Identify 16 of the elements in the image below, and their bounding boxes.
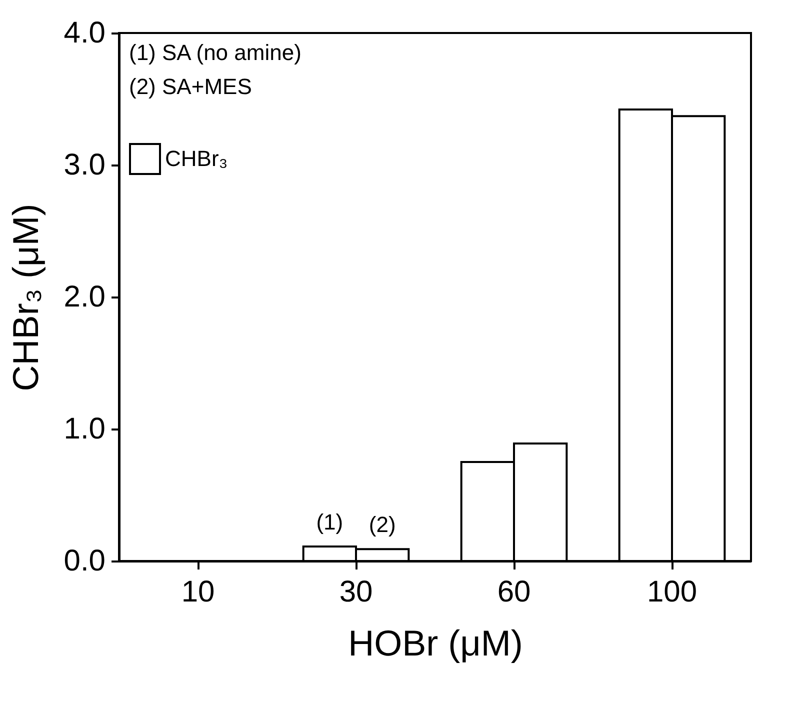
x-axis-title: HOBr (μM) — [348, 622, 523, 664]
y-tick-label: 1.0 — [64, 412, 106, 446]
x-tick-label: 60 — [497, 576, 531, 608]
legend-label: CHBr₃ — [165, 146, 228, 171]
annotation: (2) — [368, 512, 396, 538]
y-tick-label: 3.0 — [64, 148, 106, 182]
annotation: (2) SA+MES — [129, 74, 252, 99]
annotation: (1) SA (no amine) — [129, 40, 302, 65]
x-tick-label: 30 — [339, 576, 373, 608]
annotation: (1) — [316, 509, 344, 534]
y-tick-label: 2.0 — [64, 280, 106, 314]
x-tick-label: 10 — [181, 576, 215, 608]
y-axis-title: CHBr₃ (μM) — [4, 204, 46, 392]
x-tick-label: 100 — [646, 576, 698, 608]
y-tick-label: 4.0 — [64, 16, 106, 50]
y-tick-label: 0.0 — [64, 544, 106, 578]
